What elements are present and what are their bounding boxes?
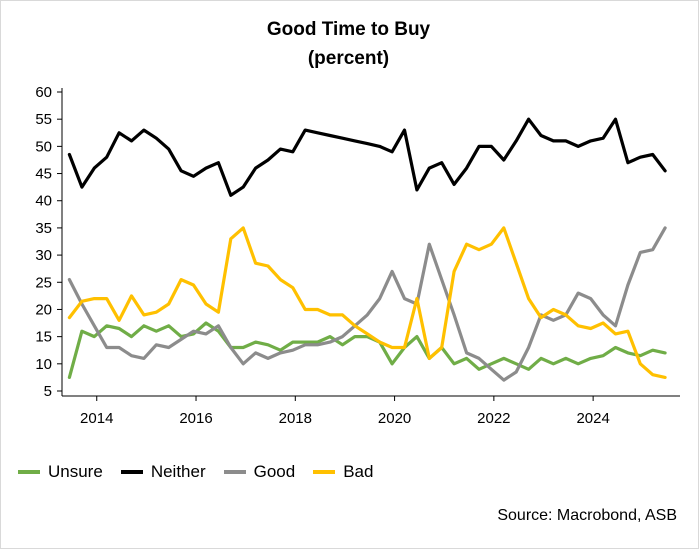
legend-label: Neither	[150, 462, 206, 481]
y-tick-label: 30	[35, 247, 52, 264]
legend-swatch	[313, 470, 336, 474]
series-line-unsure	[67, 321, 667, 379]
chart-subtitle: (percent)	[307, 48, 390, 69]
legend-item-unsure: Unsure	[18, 462, 103, 482]
x-tick-label: 2018	[279, 410, 312, 427]
legend-item-good: Good	[223, 462, 296, 482]
y-tick-label: 55	[35, 111, 52, 128]
x-tick-label: 2020	[378, 410, 411, 427]
y-tick-label: 40	[35, 193, 52, 210]
y-tick-label: 5	[44, 383, 52, 400]
chart-legend: Unsure Neither Good Bad	[18, 462, 391, 482]
legend-swatch	[120, 470, 143, 474]
y-tick-label: 25	[35, 274, 52, 291]
series-line-neither	[67, 117, 667, 197]
x-tick-label: 2014	[80, 410, 113, 427]
legend-swatch	[223, 470, 246, 474]
legend-label: Unsure	[48, 462, 103, 481]
legend-label: Good	[253, 462, 296, 481]
x-tick-label: 2016	[179, 410, 212, 427]
y-tick-label: 60	[35, 84, 52, 101]
legend-item-bad: Bad	[313, 462, 373, 482]
y-tick-label: 45	[35, 166, 52, 183]
y-tick-label: 15	[35, 329, 52, 346]
legend-swatch	[18, 470, 40, 474]
y-tick-label: 10	[35, 356, 52, 373]
series-line-bad	[67, 226, 667, 379]
series-line-good	[67, 226, 667, 382]
y-tick-label: 20	[35, 301, 52, 318]
source-note: Source: Macrobond, ASB	[497, 507, 677, 524]
y-tick-label: 50	[35, 138, 52, 155]
chart-title: Good Time to Buy	[266, 19, 431, 40]
y-tick-label: 35	[35, 220, 52, 237]
x-tick-label: 2024	[576, 410, 609, 427]
x-tick-label: 2022	[477, 410, 510, 427]
legend-label: Bad	[343, 462, 374, 481]
legend-item-neither: Neither	[120, 462, 206, 482]
